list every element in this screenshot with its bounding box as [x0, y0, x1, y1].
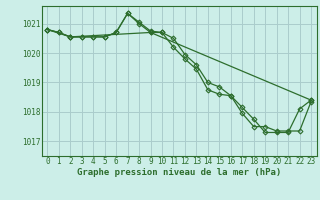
- X-axis label: Graphe pression niveau de la mer (hPa): Graphe pression niveau de la mer (hPa): [77, 168, 281, 177]
